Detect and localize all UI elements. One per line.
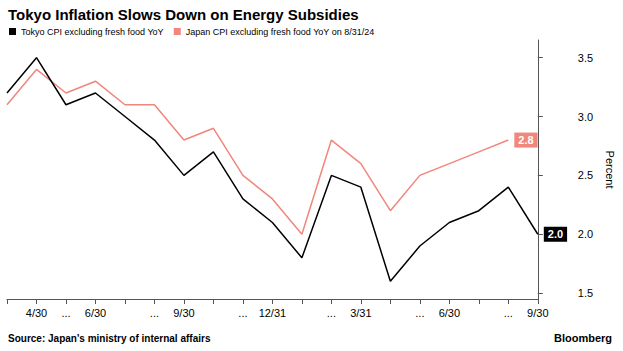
svg-text:9/30: 9/30 xyxy=(527,307,548,319)
svg-text:Bloomberg: Bloomberg xyxy=(554,332,612,344)
svg-text:12/31: 12/31 xyxy=(259,307,287,319)
svg-text:2.8: 2.8 xyxy=(518,134,533,146)
svg-text:Japan CPI excluding fresh food: Japan CPI excluding fresh food YoY on 8/… xyxy=(186,27,374,37)
svg-text:2.0: 2.0 xyxy=(578,228,593,240)
svg-text:6/30: 6/30 xyxy=(85,307,106,319)
svg-text:...: ... xyxy=(504,307,513,319)
svg-text:4/30: 4/30 xyxy=(26,307,47,319)
svg-text:6/30: 6/30 xyxy=(439,307,460,319)
svg-text:...: ... xyxy=(150,307,159,319)
svg-text:1.5: 1.5 xyxy=(578,287,593,299)
svg-text:3/31: 3/31 xyxy=(350,307,371,319)
svg-text:Tokyo CPI excluding fresh food: Tokyo CPI excluding fresh food YoY xyxy=(21,27,164,37)
svg-text:2.0: 2.0 xyxy=(548,228,563,240)
svg-text:...: ... xyxy=(61,307,70,319)
svg-text:Source: Japan's ministry of in: Source: Japan's ministry of internal aff… xyxy=(8,333,211,344)
svg-text:...: ... xyxy=(238,307,247,319)
svg-text:3.0: 3.0 xyxy=(578,111,593,123)
svg-text:...: ... xyxy=(327,307,336,319)
svg-text:Percent: Percent xyxy=(604,151,616,189)
svg-text:2.5: 2.5 xyxy=(578,169,593,181)
svg-text:Tokyo Inflation Slows Down on: Tokyo Inflation Slows Down on Energy Sub… xyxy=(8,6,359,23)
svg-text:...: ... xyxy=(415,307,424,319)
svg-text:3.5: 3.5 xyxy=(578,52,593,64)
svg-text:9/30: 9/30 xyxy=(173,307,194,319)
